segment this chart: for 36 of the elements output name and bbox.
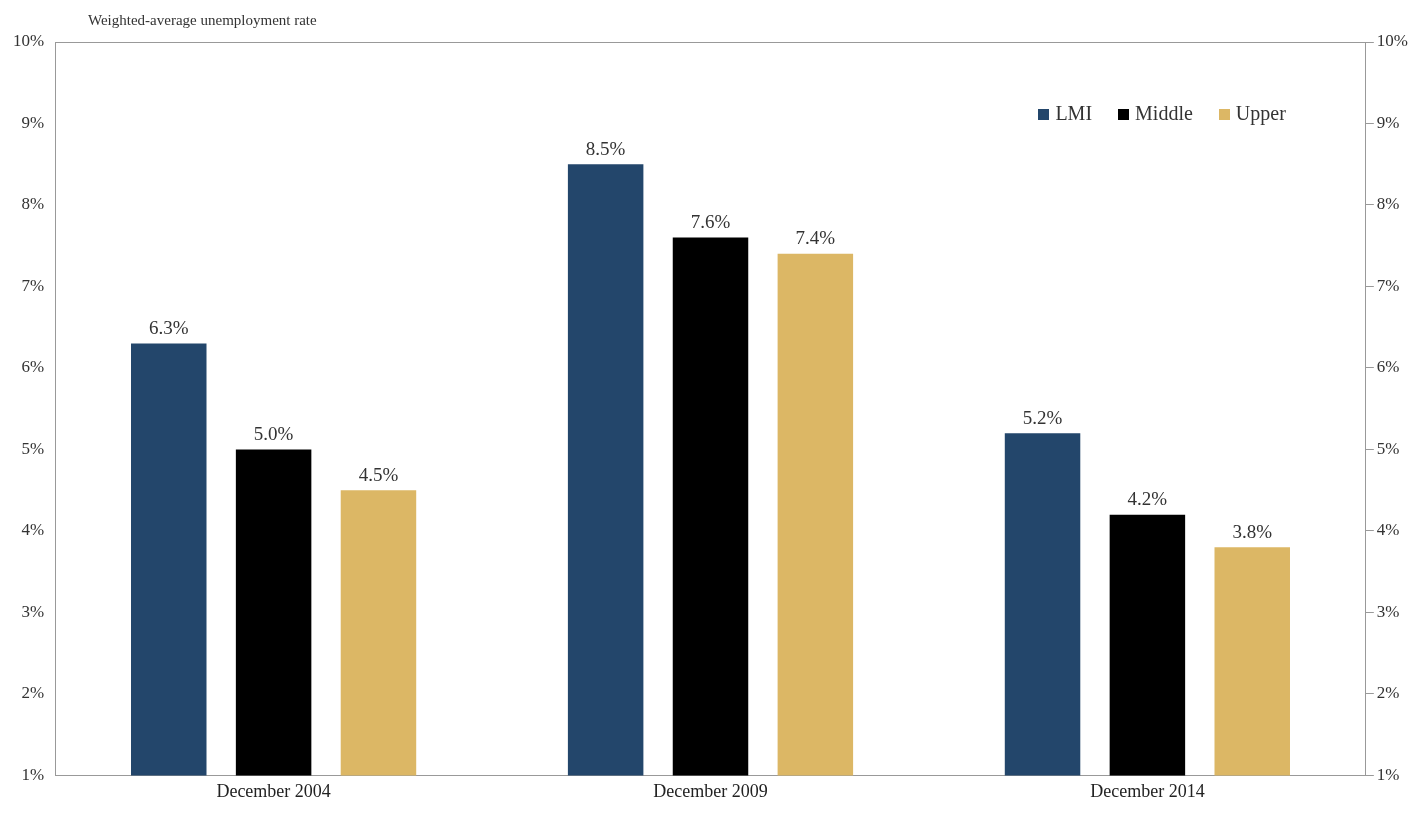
y2-tick-label: 3% (1376, 601, 1400, 621)
y2-tick-label: 10% (1376, 31, 1409, 51)
legend-label: Middle (1134, 102, 1193, 125)
y2-tick-label: 4% (1376, 520, 1400, 540)
y-tick-label: 6% (21, 357, 45, 377)
y-tick-label: 10% (12, 31, 45, 51)
y-tick-label: 5% (21, 438, 45, 458)
legend-label: Upper (1234, 102, 1286, 125)
data-label: 4.5% (358, 463, 399, 485)
y-tick-label: 3% (21, 601, 45, 621)
data-label: 5.2% (1022, 406, 1063, 428)
y-tick-label: 2% (21, 683, 45, 703)
y-axis-title: Weighted-average unemployment rate (88, 12, 317, 29)
legend-label: LMI (1054, 102, 1093, 125)
y-tick-label: 7% (21, 275, 45, 295)
y-tick-label: 8% (21, 194, 45, 214)
y2-tick-label: 7% (1376, 275, 1400, 295)
y2-tick-label: 8% (1376, 194, 1400, 214)
y2-tick-label: 6% (1376, 357, 1400, 377)
y-tick-label: 1% (21, 764, 45, 784)
data-label: 5.0% (253, 422, 294, 444)
y-tick-label: 9% (21, 112, 45, 132)
data-label: 6.3% (148, 316, 189, 338)
data-label: 7.4% (795, 227, 836, 249)
data-label: 3.8% (1232, 520, 1273, 542)
data-label: 7.6% (690, 211, 731, 233)
y-tick-label: 4% (21, 520, 45, 540)
x-tick-label: December 2004 (216, 780, 331, 801)
y2-tick-label: 2% (1376, 683, 1400, 703)
data-label: 8.5% (585, 137, 626, 159)
data-label: 4.2% (1127, 488, 1168, 510)
y2-tick-label: 1% (1376, 764, 1400, 784)
x-tick-label: December 2014 (1090, 780, 1205, 801)
x-tick-label: December 2009 (653, 780, 768, 801)
y2-tick-label: 5% (1376, 438, 1400, 458)
y2-tick-label: 9% (1376, 112, 1400, 132)
